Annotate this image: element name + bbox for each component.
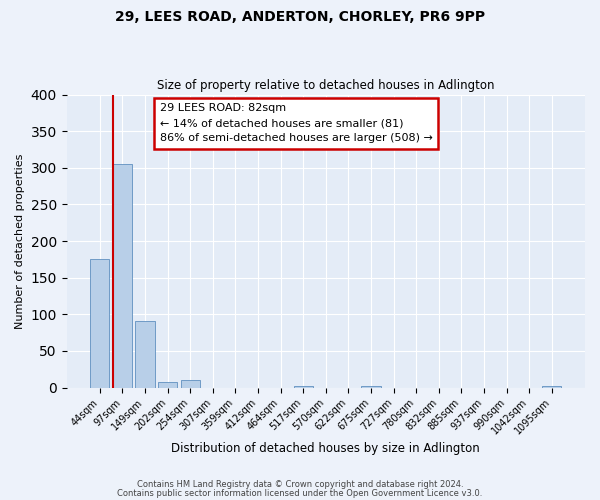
Bar xyxy=(361,386,380,388)
Bar xyxy=(181,380,200,388)
Text: Contains public sector information licensed under the Open Government Licence v3: Contains public sector information licen… xyxy=(118,488,482,498)
Bar xyxy=(158,382,177,388)
X-axis label: Distribution of detached houses by size in Adlington: Distribution of detached houses by size … xyxy=(172,442,480,455)
Text: Contains HM Land Registry data © Crown copyright and database right 2024.: Contains HM Land Registry data © Crown c… xyxy=(137,480,463,489)
Bar xyxy=(542,386,562,388)
Text: 29 LEES ROAD: 82sqm
← 14% of detached houses are smaller (81)
86% of semi-detach: 29 LEES ROAD: 82sqm ← 14% of detached ho… xyxy=(160,104,433,143)
Y-axis label: Number of detached properties: Number of detached properties xyxy=(15,154,25,328)
Bar xyxy=(136,321,155,388)
Bar xyxy=(90,258,109,388)
Title: Size of property relative to detached houses in Adlington: Size of property relative to detached ho… xyxy=(157,79,494,92)
Bar xyxy=(293,386,313,388)
Bar xyxy=(113,164,132,388)
Text: 29, LEES ROAD, ANDERTON, CHORLEY, PR6 9PP: 29, LEES ROAD, ANDERTON, CHORLEY, PR6 9P… xyxy=(115,10,485,24)
